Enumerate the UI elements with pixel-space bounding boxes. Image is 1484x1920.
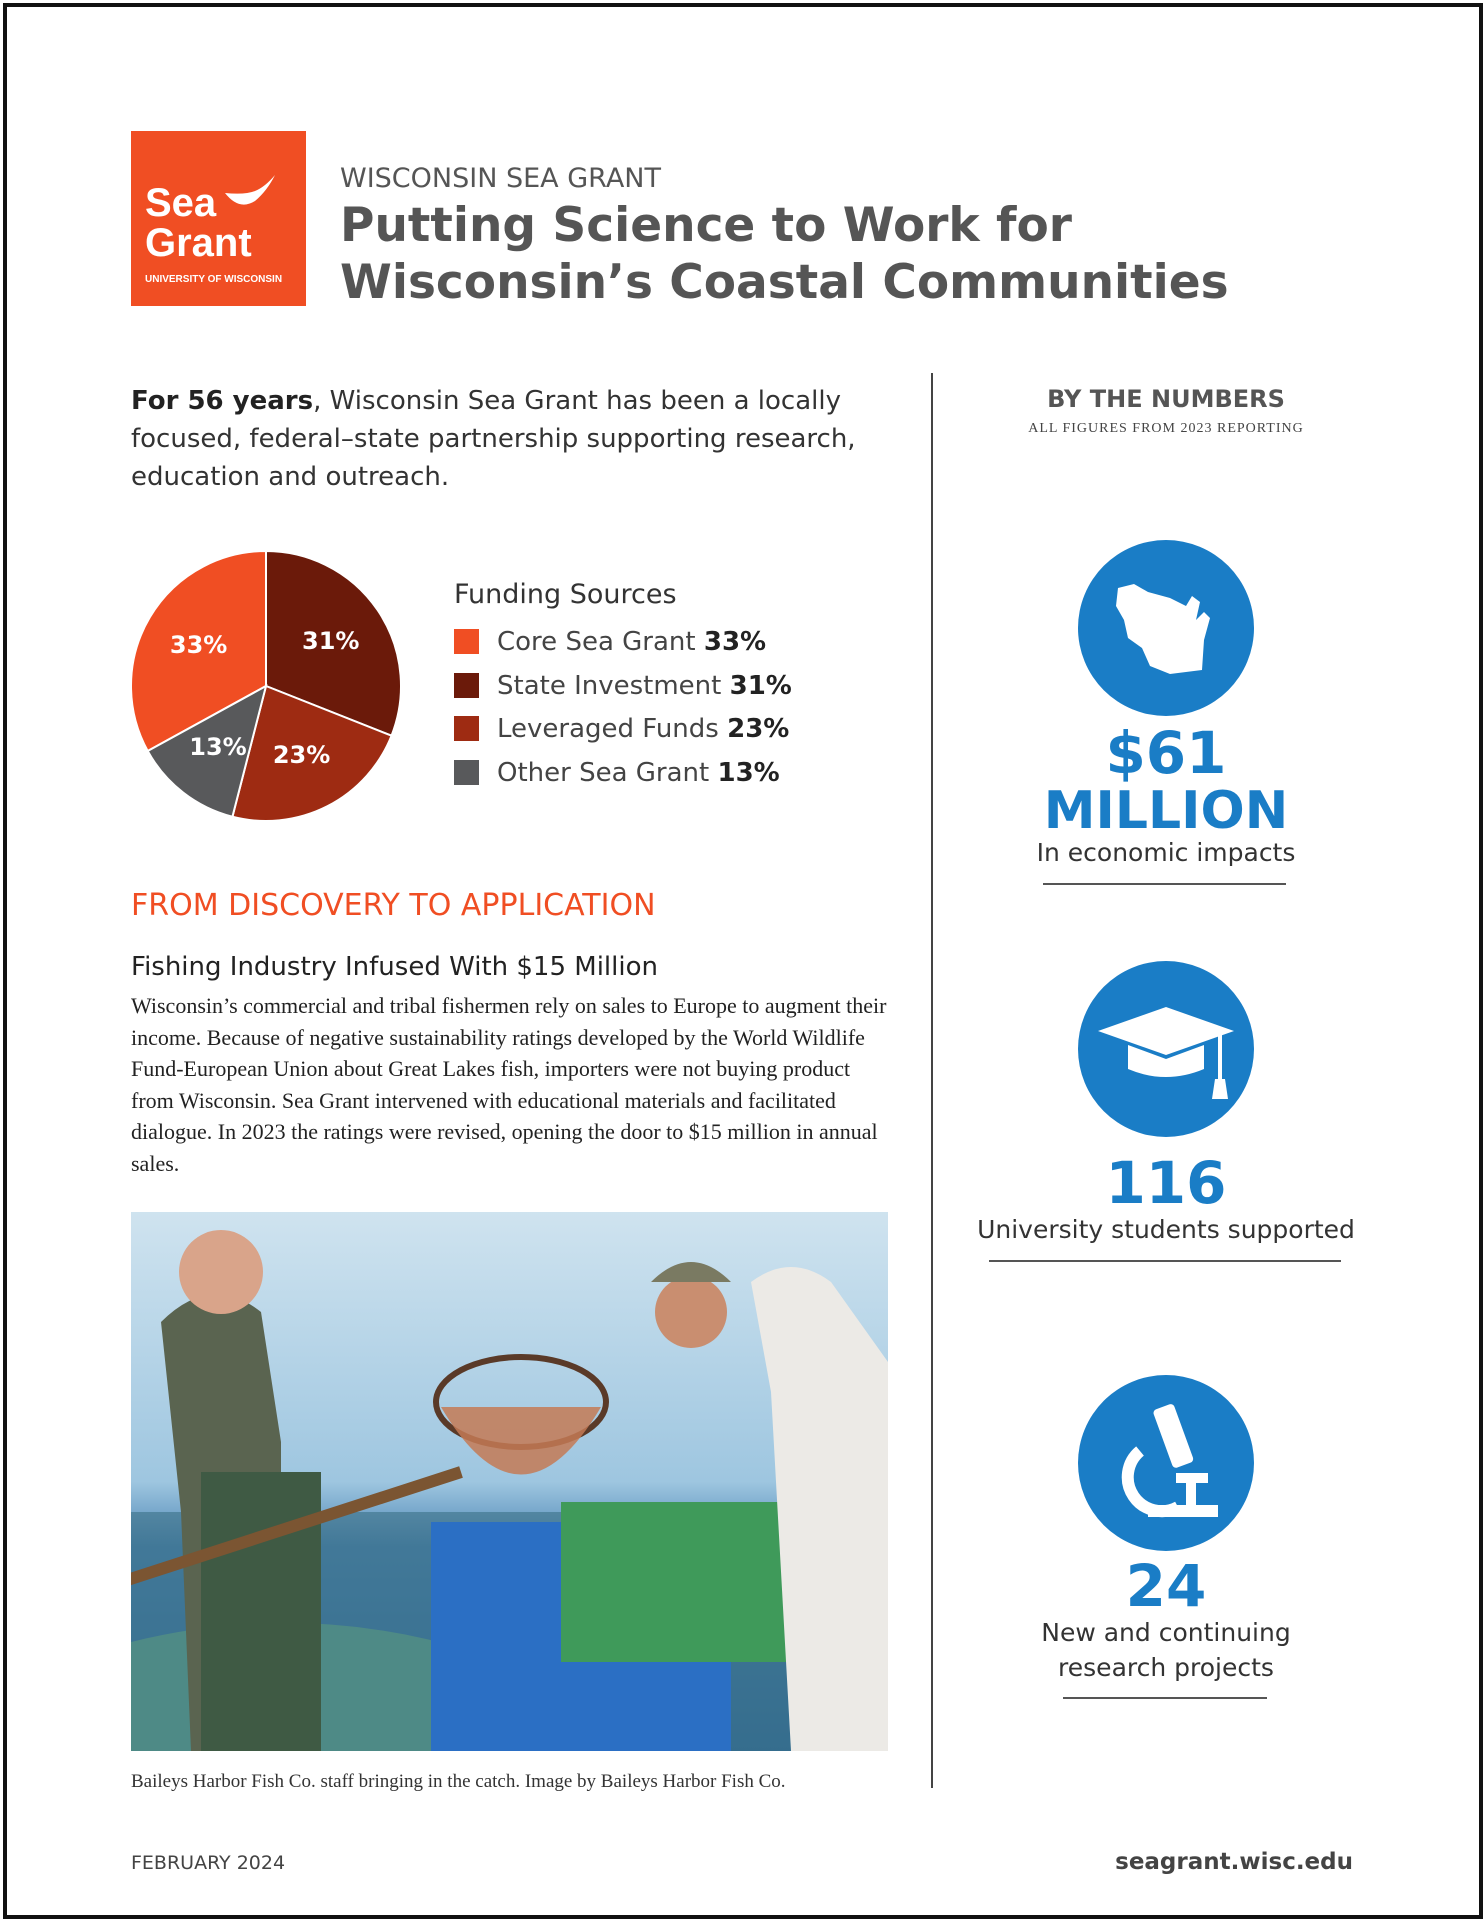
legend-value: 31% [729,670,792,701]
legend-label: State Investment [497,670,722,701]
stat-figure: 24 [1125,1552,1207,1620]
page-border [3,3,1483,1919]
logo-bird [225,175,275,205]
icon-graduation [1078,961,1254,1137]
logo: Sea Grant UNIVERSITY OF WISCONSIN [131,131,306,306]
logo-text: Grant [145,221,252,265]
article-body: Wisconsin’s commercial and tribal fisher… [131,993,887,1176]
kicker: WISCONSIN SEA GRANT [340,163,661,194]
photo-caption: Baileys Harbor Fish Co. staff bringing i… [131,1771,786,1792]
stat-rule [1043,883,1286,885]
slice-label: 31% [302,627,359,655]
divider [931,373,933,1788]
pie-chart: 33% 31% 23% 13% [130,549,402,822]
section-heading: FROM DISCOVERY TO APPLICATION [131,888,656,923]
legend-label: Other Sea Grant [497,757,710,788]
pie-slice [130,549,267,753]
legend-swatch [454,629,479,654]
legend-swatch [454,759,479,785]
title: Wisconsin’s Coastal Communities [340,255,1229,310]
legend-value: 23% [727,714,790,744]
stat-rule [1063,1697,1267,1699]
footer-url[interactable]: seagrant.wisc.edu [1115,1849,1353,1875]
title: Putting Science to Work for [340,198,1072,253]
legend-value: 33% [703,627,767,657]
numbers-subheading: ALL FIGURES FROM 2023 REPORTING [1028,421,1304,436]
stat-label: research projects [1058,1653,1274,1682]
pie-slice [231,684,393,822]
stat-label: University students supported [977,1215,1355,1244]
intro-text: , Wisconsin Sea Grant has been a locally… [131,386,856,492]
legend-label: Core Sea Grant [497,627,696,657]
slice-label: 13% [189,733,246,761]
legend-item: Core Sea Grant 33% [454,626,766,658]
intro: For 56 years, Wisconsin Sea Grant has be… [131,382,871,496]
pie-slice [265,549,402,737]
article-heading: Fishing Industry Infused With $15 Millio… [131,952,658,982]
intro-lead: For 56 years [131,386,314,416]
legend-label: Leveraged Funds [497,714,719,744]
stat-figure: 116 [1105,1149,1227,1217]
slice-label: 33% [170,631,227,659]
icon-wisconsin [1078,540,1254,716]
legend-swatch [454,672,479,698]
logo-subtext: UNIVERSITY OF WISCONSIN [145,274,283,285]
photo [131,1212,888,1751]
legend-item: Leveraged Funds 23% [454,713,789,745]
legend-item: State Investment 31% [454,670,792,702]
logo-text: Sea [145,181,217,225]
slice-label: 23% [273,741,330,769]
stat-label: New and continuing [1041,1618,1291,1647]
stat-figure: $61 [1105,719,1227,787]
legend-item: Other Sea Grant 13% [454,757,780,789]
numbers-heading: BY THE NUMBERS [1047,385,1285,413]
stat-unit: MILLION [1043,781,1289,841]
legend-value: 13% [717,757,780,788]
legend-title: Funding Sources [454,579,677,610]
stat-label: In economic impacts [1036,838,1296,867]
stat-rule [989,1260,1341,1262]
footer-date: FEBRUARY 2024 [131,1852,286,1874]
icon-microscope [1078,1375,1254,1551]
pie-slice [146,684,268,818]
legend-swatch [454,716,479,741]
